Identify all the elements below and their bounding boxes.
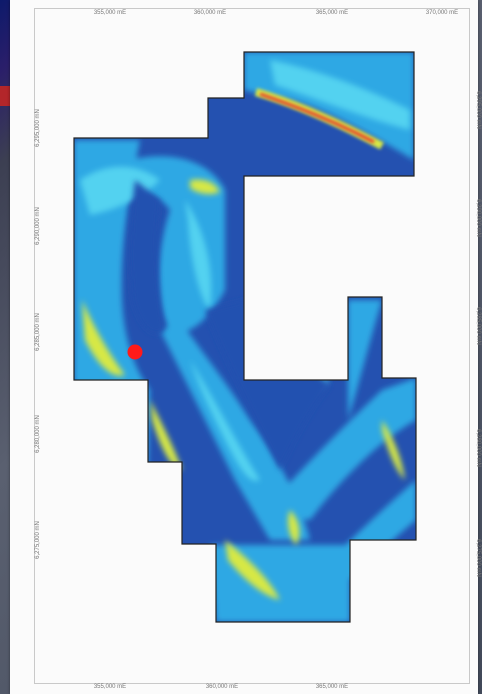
raster-band xyxy=(288,510,300,545)
raster-band xyxy=(129,180,165,334)
location-marker xyxy=(127,344,143,360)
survey-map xyxy=(73,51,417,623)
background-red-strip xyxy=(0,86,12,106)
easting-label-bottom: 355,000 mE xyxy=(93,684,127,690)
raster-band xyxy=(190,360,260,481)
survey-outline xyxy=(73,51,417,623)
easting-label-top: 370,000 mE xyxy=(425,10,459,16)
map-frame xyxy=(34,8,470,684)
easting-label-top: 360,000 mE xyxy=(193,10,227,16)
raster-band xyxy=(80,166,160,215)
raster-band xyxy=(150,400,182,470)
easting-label-top: 365,000 mE xyxy=(315,10,349,16)
raster-band xyxy=(382,420,405,480)
raster-band xyxy=(82,300,125,376)
raster-band xyxy=(205,300,330,470)
raster-band xyxy=(225,540,280,600)
raster-band xyxy=(270,60,410,130)
map-sheet: 355,000 mE 360,000 mE 365,000 mE 370,000… xyxy=(10,0,481,694)
raster-band xyxy=(185,200,212,310)
raster-band xyxy=(265,378,416,520)
raster-band xyxy=(348,300,382,420)
easting-label-bottom: 365,000 mE xyxy=(315,684,349,690)
raster-band xyxy=(190,179,220,195)
survey-raster xyxy=(74,52,416,622)
easting-label-top: 355,000 mE xyxy=(93,10,127,16)
easting-label-bottom: 360,000 mE xyxy=(205,684,239,690)
anomaly-ridge xyxy=(259,92,375,144)
